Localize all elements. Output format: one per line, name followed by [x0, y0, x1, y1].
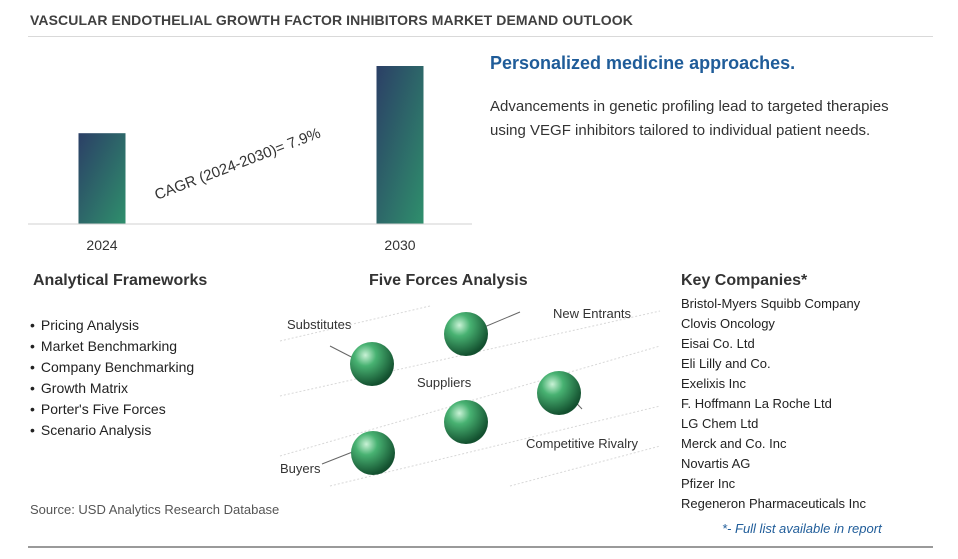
- source-note: Source: USD Analytics Research Database: [30, 502, 280, 517]
- frameworks-title: Analytical Frameworks: [33, 272, 208, 289]
- frameworks-list: Pricing Analysis Market Benchmarking Com…: [30, 315, 194, 441]
- highlight-headline: Personalized medicine approaches.: [490, 53, 796, 73]
- five-forces-title: Five Forces Analysis: [369, 272, 528, 289]
- list-item: Growth Matrix: [30, 378, 194, 399]
- suppliers-sphere: [444, 400, 488, 444]
- suppliers-label: Suppliers: [417, 375, 472, 390]
- key-companies-title: Key Companies*: [681, 272, 808, 289]
- competitive-rivalry-sphere: [537, 371, 581, 415]
- bottom-divider: [28, 546, 933, 548]
- list-item: Porter's Five Forces: [30, 399, 194, 420]
- bar-2030: [376, 66, 424, 224]
- list-item: Company Benchmarking: [30, 357, 194, 378]
- buyers-sphere: [351, 431, 395, 475]
- page-title: VASCULAR ENDOTHELIAL GROWTH FACTOR INHIB…: [30, 12, 633, 28]
- list-item: Novartis AG: [681, 456, 751, 471]
- list-item: Regeneron Pharmaceuticals Inc: [681, 496, 866, 511]
- buyers-label: Buyers: [280, 461, 321, 476]
- list-item: Market Benchmarking: [30, 336, 194, 357]
- list-item: Pfizer Inc: [681, 476, 736, 491]
- list-item: Clovis Oncology: [681, 316, 775, 331]
- substitutes-label: Substitutes: [287, 317, 352, 332]
- new-entrants-label: New Entrants: [553, 306, 632, 321]
- x-tick-label: 2030: [384, 237, 415, 253]
- substitutes-sphere: [350, 342, 394, 386]
- full-list-note: *- Full list available in report: [722, 521, 882, 536]
- list-item: Pricing Analysis: [30, 315, 194, 336]
- new-entrants-sphere: [444, 312, 488, 356]
- list-item: Eisai Co. Ltd: [681, 336, 755, 351]
- top-divider: [28, 36, 933, 37]
- list-item: F. Hoffmann La Roche Ltd: [681, 396, 832, 411]
- five-forces-diagram: [279, 305, 661, 487]
- key-companies-list: Bristol-Myers Squibb Company Clovis Onco…: [681, 294, 866, 514]
- list-item: Merck and Co. Inc: [681, 436, 787, 451]
- cagr-annotation: CAGR (2024-2030)= 7.9%: [152, 125, 323, 204]
- list-item: Eli Lilly and Co.: [681, 356, 771, 371]
- x-tick-label: 2024: [86, 237, 117, 253]
- list-item: Scenario Analysis: [30, 420, 194, 441]
- market-bar-chart: 2024 2030 CAGR (2024-2030)= 7.9%: [28, 66, 472, 253]
- list-item: LG Chem Ltd: [681, 416, 759, 431]
- list-item: Bristol-Myers Squibb Company: [681, 296, 861, 311]
- bar-2024: [78, 133, 126, 224]
- highlight-description: Advancements in genetic profiling lead t…: [490, 98, 889, 139]
- competitive-rivalry-label: Competitive Rivalry: [526, 436, 638, 451]
- list-item: Exelixis Inc: [681, 376, 747, 391]
